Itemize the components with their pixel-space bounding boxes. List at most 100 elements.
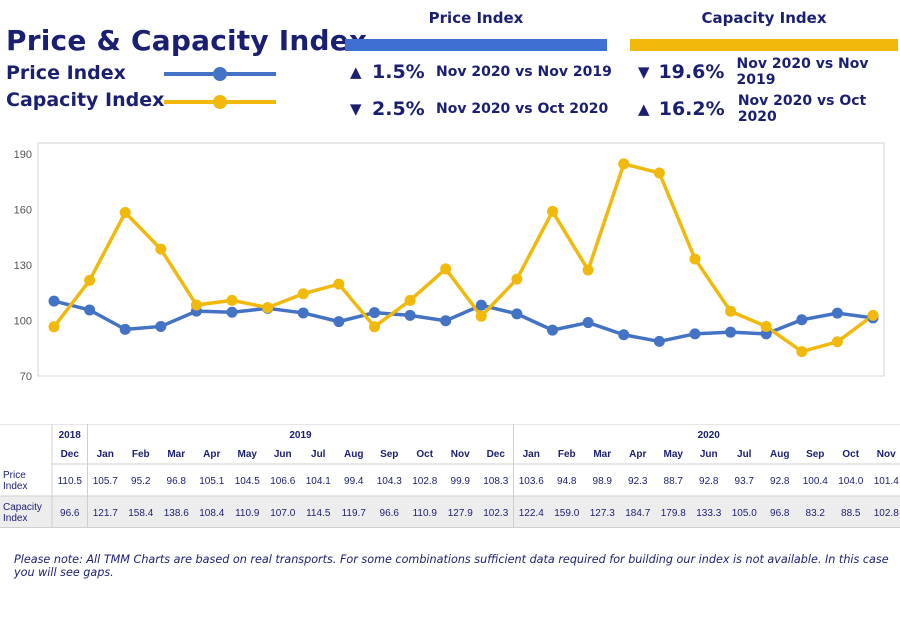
page-title: Price & Capacity Index bbox=[6, 24, 368, 57]
legend-price-label: Price Index bbox=[6, 62, 126, 84]
table-month-header: Apr bbox=[629, 449, 646, 460]
table-cell: 110.9 bbox=[235, 508, 260, 519]
price-panel-heading: Price Index bbox=[428, 9, 524, 27]
legend-capacity-swatch bbox=[164, 95, 276, 109]
plot-area bbox=[37, 142, 885, 377]
data-point-capacity bbox=[262, 302, 274, 314]
table-month-header: Aug bbox=[770, 449, 789, 460]
data-point-price bbox=[440, 315, 452, 327]
data-point-price bbox=[689, 328, 701, 340]
data-point-price bbox=[725, 326, 737, 338]
y-tick-label: 100 bbox=[14, 316, 32, 328]
legend-price-swatch bbox=[164, 67, 276, 81]
table-cell: 95.2 bbox=[131, 476, 151, 487]
table-month-header: Jul bbox=[311, 449, 326, 460]
table-cell: 103.6 bbox=[519, 476, 544, 487]
table-cell: 92.3 bbox=[628, 476, 648, 487]
series-line-capacity bbox=[52, 162, 875, 354]
table-cell: 158.4 bbox=[128, 508, 153, 519]
table-cell: 105.7 bbox=[93, 476, 118, 487]
capacity-panel-bar bbox=[630, 39, 898, 51]
table-cell: 179.8 bbox=[661, 508, 686, 519]
data-point-capacity bbox=[689, 253, 701, 265]
table-month-header: Mar bbox=[593, 449, 611, 460]
data-table: 2018 2019 2020 Dec Jan Feb Mar Apr May Jun Jul Aug S… bbox=[0, 424, 900, 528]
table-cell: 93.7 bbox=[735, 476, 755, 487]
table-row-shade bbox=[0, 496, 900, 528]
table-cell: 104.1 bbox=[306, 476, 331, 487]
footnote: Please note: All TMM Charts are based on… bbox=[14, 553, 889, 579]
table-cell: 159.0 bbox=[554, 508, 579, 519]
data-point-capacity bbox=[297, 288, 309, 300]
y-tick-label: 130 bbox=[14, 260, 32, 272]
arrow-down-icon: ▼ bbox=[638, 63, 650, 81]
table-row-label: Index bbox=[3, 513, 27, 524]
data-point-price bbox=[796, 314, 808, 326]
price-stat-mom: ▼ 2.5% Nov 2020 vs Oct 2020 bbox=[350, 97, 608, 121]
table-cell: 127.9 bbox=[448, 508, 473, 519]
table-cell: 106.6 bbox=[270, 476, 295, 487]
table-month-header: Jun bbox=[274, 449, 292, 460]
data-point-price bbox=[547, 324, 559, 336]
table-month-header: Apr bbox=[203, 449, 220, 460]
price-mom-comparison: Nov 2020 vs Oct 2020 bbox=[436, 101, 609, 117]
data-point-capacity bbox=[725, 305, 737, 317]
data-point-price bbox=[226, 306, 238, 318]
table-cell: 114.5 bbox=[306, 508, 331, 519]
table-cell: 96.6 bbox=[60, 508, 80, 519]
table-cell: 100.4 bbox=[803, 476, 828, 487]
data-point-capacity bbox=[404, 294, 416, 306]
data-point-price bbox=[618, 329, 630, 341]
capacity-yoy-comparison: Nov 2020 vs Nov 2019 bbox=[736, 56, 869, 88]
price-panel-bar bbox=[345, 39, 607, 51]
table-month-header: Mar bbox=[167, 449, 185, 460]
table-cell: 88.5 bbox=[841, 508, 861, 519]
data-point-price bbox=[368, 307, 380, 319]
data-point-capacity bbox=[760, 320, 772, 332]
table-month-header: Nov bbox=[877, 449, 896, 460]
data-point-capacity bbox=[155, 243, 167, 255]
capacity-mom-value: 16.2% bbox=[658, 98, 725, 120]
table-cell: 102.8 bbox=[412, 476, 437, 487]
table-cell: 121.7 bbox=[93, 508, 118, 519]
capacity-stat-mom: ▲ 16.2% Nov 2020 vs Oct 2020 bbox=[638, 93, 900, 125]
table-month-header: Oct bbox=[842, 449, 859, 460]
table-month-header: Jun bbox=[700, 449, 718, 460]
data-point-price bbox=[831, 307, 843, 319]
capacity-yoy-value: 19.6% bbox=[658, 61, 725, 83]
table-month-header: Feb bbox=[132, 449, 150, 460]
table-month-header: Aug bbox=[344, 449, 363, 460]
data-point-capacity bbox=[867, 309, 879, 321]
table-cell: 104.3 bbox=[377, 476, 402, 487]
data-point-price bbox=[511, 308, 523, 320]
price-stat-yoy: ▲ 1.5% Nov 2020 vs Nov 2019 bbox=[350, 60, 612, 84]
table-month-header: May bbox=[238, 449, 258, 460]
data-point-capacity bbox=[653, 167, 665, 179]
table-cell: 94.8 bbox=[557, 476, 577, 487]
table-cell: 96.8 bbox=[770, 508, 790, 519]
y-tick-label: 190 bbox=[14, 149, 32, 161]
table-month-header: Jan bbox=[97, 449, 114, 460]
data-point-capacity bbox=[831, 336, 843, 348]
table-cell: 108.3 bbox=[483, 476, 508, 487]
table-cell: 184.7 bbox=[625, 508, 650, 519]
data-point-capacity bbox=[796, 346, 808, 358]
table-cell: 101.4 bbox=[874, 476, 899, 487]
data-point-capacity bbox=[547, 205, 559, 217]
table-cell: 104.0 bbox=[838, 476, 863, 487]
data-point-price bbox=[297, 307, 309, 319]
arrow-up-icon: ▲ bbox=[638, 100, 650, 118]
data-point-capacity bbox=[48, 321, 60, 333]
data-point-capacity bbox=[618, 158, 630, 170]
price-yoy-value: 1.5% bbox=[372, 61, 425, 83]
price-mom-value: 2.5% bbox=[372, 98, 425, 120]
table-month-header: Nov bbox=[451, 449, 470, 460]
table-cell: 122.4 bbox=[519, 508, 544, 519]
table-cell: 96.8 bbox=[167, 476, 187, 487]
table-cell: 110.5 bbox=[58, 476, 83, 487]
data-point-price bbox=[404, 309, 416, 321]
table-cell: 99.9 bbox=[451, 476, 471, 487]
table-month-header: Oct bbox=[416, 449, 433, 460]
table-row-label: Price bbox=[3, 470, 26, 481]
table-month-header: Dec bbox=[487, 449, 506, 460]
